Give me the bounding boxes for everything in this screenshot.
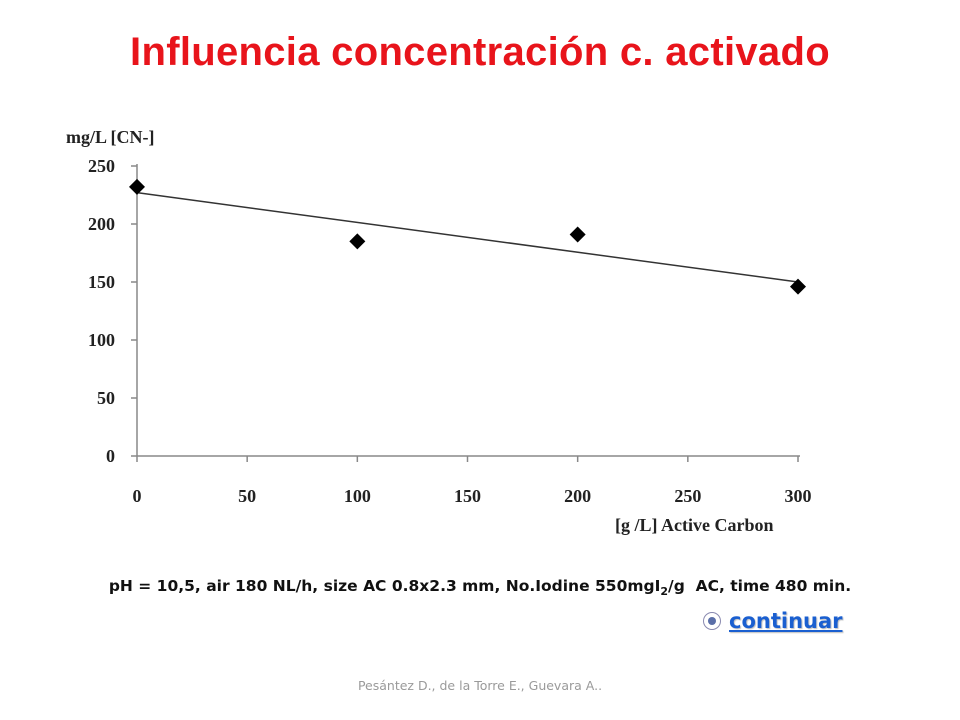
x-tick-label: 300 <box>785 486 812 506</box>
caption-prefix: pH = 10,5, air 180 NL/h, size AC 0.8x2.3… <box>108 577 661 595</box>
y-tick-label: 0 <box>106 446 115 466</box>
experiment-conditions-caption: pH = 10,5, air 180 NL/h, size AC 0.8x2.3… <box>0 577 960 598</box>
x-axis-label: [g /L] Active Carbon <box>615 515 773 535</box>
footer-authors: Pesántez D., de la Torre E., Guevara A.. <box>357 678 603 693</box>
y-tick-label: 100 <box>88 330 115 350</box>
data-point-diamond <box>790 278 806 295</box>
continue-link[interactable]: continuar <box>729 609 843 633</box>
x-tick-label: 250 <box>674 486 701 506</box>
x-tick-label: 200 <box>564 486 591 506</box>
trendline-layer <box>136 191 799 283</box>
x-tick-label: 0 <box>133 486 142 506</box>
chart-axes <box>136 164 800 457</box>
x-tick-label: 50 <box>238 486 256 506</box>
data-points <box>129 178 806 295</box>
y-tick-label: 250 <box>88 156 115 176</box>
data-point-diamond <box>349 233 366 250</box>
y-axis-label: mg/L [CN-] <box>66 127 155 147</box>
data-point-diamond <box>569 226 586 243</box>
y-tick-label: 150 <box>88 272 115 292</box>
cyanide-vs-carbon-chart: 0 50 100 150 200 250 0 50 100 150 200 250 300 mg/L [… <box>66 127 812 535</box>
continue-link-item[interactable]: continuar <box>703 609 843 633</box>
trendline <box>136 191 799 283</box>
x-tick-label: 100 <box>344 486 371 506</box>
radio-bullet-icon <box>703 612 721 630</box>
caption-subscript: 2 <box>660 585 669 599</box>
slide-title: Influencia concentración c. activado <box>130 30 830 74</box>
y-tick-label: 50 <box>97 388 115 408</box>
caption-suffix: /g AC, time 480 min. <box>668 577 852 595</box>
x-tick-label: 150 <box>454 486 481 506</box>
data-point-diamond <box>129 178 145 195</box>
chart-ticks: 0 50 100 150 200 250 0 50 100 150 200 250 300 <box>88 156 812 506</box>
y-tick-label: 200 <box>88 214 115 234</box>
